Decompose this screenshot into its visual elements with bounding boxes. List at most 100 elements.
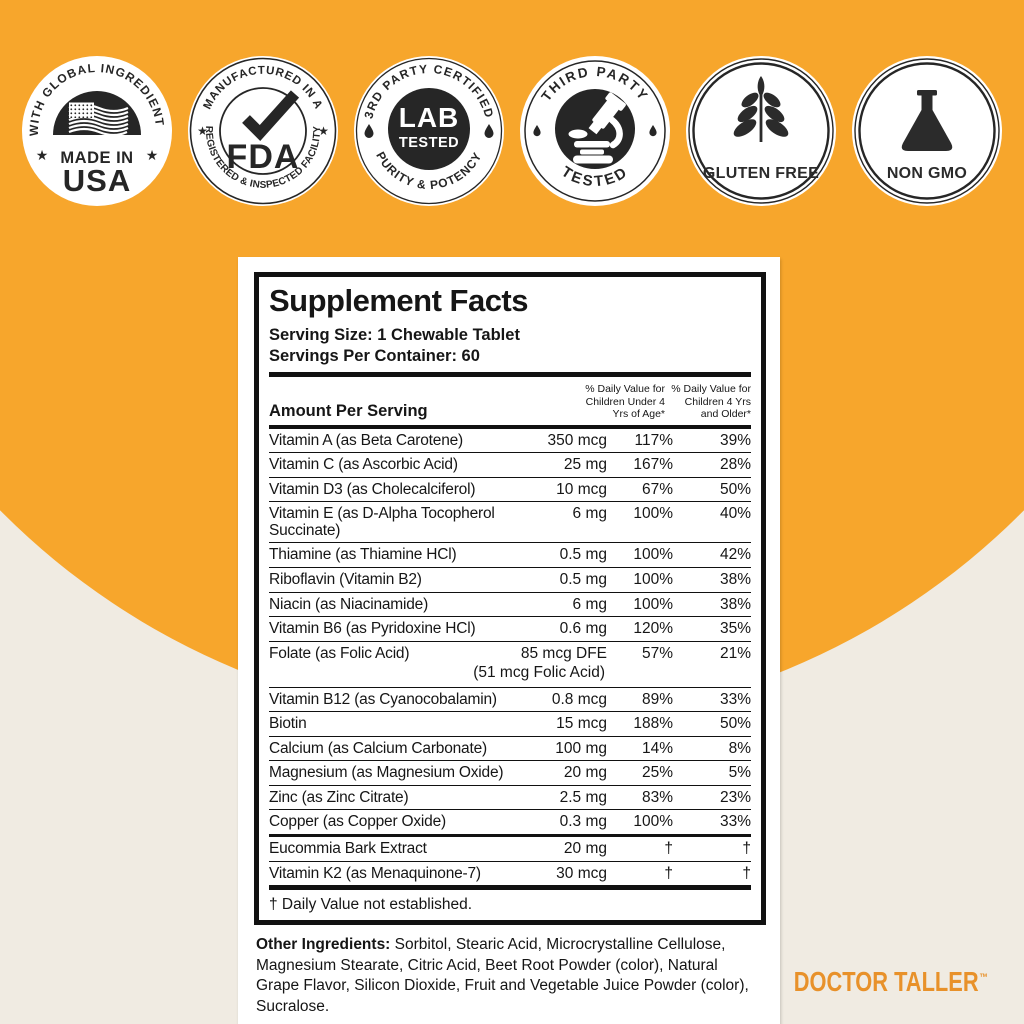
daily-value-under4: 89% xyxy=(641,690,673,708)
daily-value-under4: 100% xyxy=(633,595,673,613)
usa-text: USA xyxy=(63,163,131,198)
daily-value-under4: 120% xyxy=(633,620,673,638)
nutrient-name: Vitamin K2 (as Menaquinone-7) xyxy=(269,864,481,882)
daily-value-older4: 35% xyxy=(719,620,751,638)
nutrient-amount: 0.5 mg xyxy=(559,546,607,564)
star-icon: ★ xyxy=(197,124,208,138)
daily-value-older4: 38% xyxy=(719,571,751,589)
nutrient-name: Copper (as Copper Oxide) xyxy=(269,813,446,831)
daily-value-older4: 8% xyxy=(728,739,751,757)
table-row: Folate (as Folic Acid) 85 mcg DFE 57% 21… xyxy=(269,640,751,687)
fda-registered-badge: MANUFACTURED IN A REGISTERED & INSPECTED… xyxy=(188,56,338,206)
tested-text: TESTED xyxy=(399,135,459,151)
table-row: Vitamin E (as D-Alpha Tocopherol Succina… xyxy=(269,501,751,542)
dv-older4-column-header: % Daily Value for Children 4 Yrs and Old… xyxy=(671,383,751,421)
nutrient-name: Vitamin D3 (as Cholecalciferol) xyxy=(269,480,476,498)
daily-value-under4: 83% xyxy=(641,788,673,806)
daily-value-under4: 57% xyxy=(641,644,673,662)
made-in-usa-badge: WITH GLOBAL INGREDIENTS ★ ★ MADE IN USA xyxy=(22,56,172,206)
nutrient-amount: 0.3 mg xyxy=(559,813,607,831)
fda-text: FDA xyxy=(227,138,300,176)
daily-value-older4: 33% xyxy=(719,813,751,831)
daily-value-older4: † xyxy=(742,864,751,882)
daily-value-older4: 50% xyxy=(719,715,751,733)
nutrient-name: Thiamine (as Thiamine HCl) xyxy=(269,546,457,564)
other-ingredients-paragraph: Other Ingredients: Sorbitol, Stearic Aci… xyxy=(256,935,764,1017)
divider-thick xyxy=(269,424,751,429)
daily-value-under4: 117% xyxy=(634,431,674,449)
table-header-row: Amount Per Serving % Daily Value for Chi… xyxy=(269,377,751,424)
checkmark-icon xyxy=(242,90,300,141)
wheat-icon xyxy=(733,76,789,142)
daily-value-under4: 188% xyxy=(633,715,673,733)
daily-value-older4: 5% xyxy=(728,764,751,782)
servings-per-container-text: Servings Per Container: 60 xyxy=(269,346,480,365)
flag-dome-shape xyxy=(53,91,141,135)
nutrient-amount: 100 mg xyxy=(555,739,607,757)
star-icon: ★ xyxy=(318,124,329,138)
daily-value-under4: 100% xyxy=(633,813,673,831)
nutrient-amount: 0.8 mcg xyxy=(551,690,607,708)
nutrient-amount: 0.5 mg xyxy=(559,571,607,589)
table-row: Magnesium (as Magnesium Oxide) 20 mg 25%… xyxy=(269,760,751,785)
droplet-icon xyxy=(649,125,657,137)
nutrient-name: Biotin xyxy=(269,715,307,733)
label-sheet: Supplement Facts Serving Size: 1 Chewabl… xyxy=(238,257,780,1024)
amount-per-serving-header: Amount Per Serving xyxy=(269,401,428,420)
other-ingredients-label: Other Ingredients: xyxy=(256,936,391,954)
lab-tested-badge: 3RD PARTY CERTIFIED PURITY & POTENCY LAB… xyxy=(354,56,504,206)
daily-value-under4: 14% xyxy=(641,739,673,757)
daily-value-under4: † xyxy=(664,864,673,882)
daily-value-under4: 100% xyxy=(633,571,673,589)
nutrient-amount: 6 mg xyxy=(572,595,607,613)
daily-value-under4: 67% xyxy=(641,480,673,498)
third-party-tested-badge: THIRD PARTY TESTED xyxy=(520,56,670,206)
daily-value-under4: 25% xyxy=(641,764,673,782)
table-row: Vitamin K2 (as Menaquinone-7) 30 mcg † † xyxy=(269,860,751,886)
nutrient-name: Folate (as Folic Acid) xyxy=(269,644,410,662)
trademark-symbol: ™ xyxy=(979,971,988,984)
brand-name: DOCTOR TALLER xyxy=(793,966,979,997)
certification-badges-row: WITH GLOBAL INGREDIENTS ★ ★ MADE IN USA xyxy=(0,56,1024,206)
dv-under4-column-header: % Daily Value for Children Under 4 Yrs o… xyxy=(585,383,665,421)
nutrient-name: Vitamin B12 (as Cyanocobalamin) xyxy=(269,690,497,708)
nutrient-amount: 20 mg xyxy=(563,764,607,782)
flask-icon xyxy=(901,90,953,151)
nutrient-name: Magnesium (as Magnesium Oxide) xyxy=(269,764,504,782)
nutrient-amount: 2.5 mg xyxy=(559,788,607,806)
nutrient-amount: 25 mg xyxy=(563,456,607,474)
nutrient-amount: 0.6 mg xyxy=(559,620,607,638)
daily-value-older4: † xyxy=(742,840,751,858)
made-in-text: MADE IN xyxy=(60,149,133,167)
nutrient-amount: 6 mg xyxy=(572,505,607,523)
daily-value-older4: 42% xyxy=(719,546,751,564)
daily-value-older4: 50% xyxy=(719,480,751,498)
gluten-free-badge: GLUTEN FREE xyxy=(686,56,836,206)
nutrient-amount: 10 mcg xyxy=(556,480,607,498)
us-flag-icon xyxy=(68,102,129,137)
lab-text: LAB xyxy=(399,102,460,133)
daily-value-under4: † xyxy=(664,840,673,858)
table-row: Vitamin B6 (as Pyridoxine HCl) 0.6 mg 12… xyxy=(269,616,751,641)
supplement-facts-title: Supplement Facts xyxy=(269,283,529,318)
star-icon: ★ xyxy=(146,147,159,163)
non-gmo-badge: NON GMO xyxy=(852,56,1002,206)
daily-value-older4: 28% xyxy=(719,456,751,474)
daily-value-under4: 100% xyxy=(633,505,673,523)
daily-value-older4: 39% xyxy=(719,431,751,449)
nutrient-name: Calcium (as Calcium Carbonate) xyxy=(269,739,487,757)
table-row: Calcium (as Calcium Carbonate) 100 mg 14… xyxy=(269,735,751,761)
microscope-icon xyxy=(568,92,626,164)
nutrient-amount: 20 mg xyxy=(563,840,607,858)
nutrient-name: Vitamin C (as Ascorbic Acid) xyxy=(269,456,458,474)
star-icon: ★ xyxy=(36,147,49,163)
nutrient-name: Vitamin E (as D-Alpha Tocopherol Succina… xyxy=(269,505,495,539)
nutrient-amount: 30 mcg xyxy=(556,864,607,882)
table-row: Vitamin B12 (as Cyanocobalamin) 0.8 mcg … xyxy=(269,686,751,712)
daily-value-under4: 167% xyxy=(633,456,673,474)
nutrient-name: Vitamin A (as Beta Carotene) xyxy=(269,431,464,449)
brand-logo: DOCTOR TALLER™ xyxy=(794,966,988,998)
table-row: Zinc (as Zinc Citrate) 2.5 mg 83% 23% xyxy=(269,784,751,810)
other-ingredients-text: Sorbitol, Stearic Acid, Microcrystalline… xyxy=(256,936,749,1015)
